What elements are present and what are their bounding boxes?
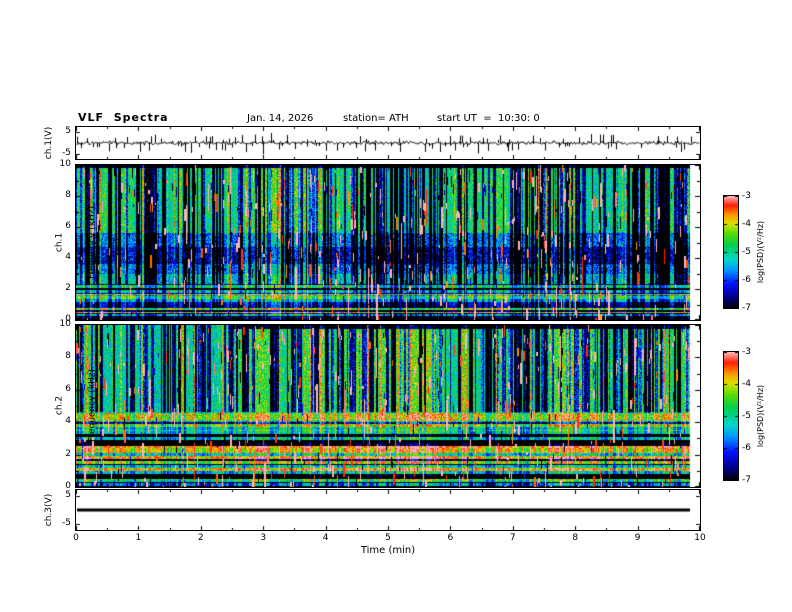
- colorbar-ch2-canvas: [723, 351, 739, 481]
- ch3-waveform-canvas: [75, 489, 701, 531]
- x-tick-label: 3: [260, 533, 267, 543]
- y-tick-label: 2: [65, 448, 71, 459]
- x-tick-label: 8: [572, 533, 579, 543]
- ch2-frequency-axis-label-line2: Frequency (kHz): [87, 368, 98, 443]
- ch2-frequency-axis-label-line1: ch.2: [54, 395, 65, 416]
- y-tick-label: 10: [59, 159, 71, 169]
- y-tick-label: 5: [65, 489, 71, 500]
- time-axis-label: Time (min): [360, 545, 416, 556]
- colorbar-tick-label: -3: [742, 191, 751, 201]
- x-tick-label: 4: [322, 533, 329, 543]
- colorbar-tick-label: -5: [742, 411, 751, 421]
- colorbar-tick-label: -4: [742, 219, 751, 229]
- y-tick-label: 0: [65, 314, 71, 324]
- figure-title: VLF Spectra: [78, 111, 169, 124]
- colorbar-ch1-canvas: [723, 195, 739, 309]
- y-tick-label: 10: [59, 319, 71, 329]
- ch2-spectrogram-canvas: [75, 324, 701, 488]
- y-tick-label: 8: [65, 190, 71, 200]
- header-date: Jan. 14, 2026: [247, 113, 314, 124]
- colorbar-tick-label: -3: [742, 347, 751, 357]
- y-tick-label: 4: [65, 416, 71, 427]
- y-tick-label: 6: [65, 383, 71, 394]
- ch1-frequency-axis-label: ch.1 Frequency (kHz): [33, 188, 98, 298]
- header-station: station= ATH: [343, 113, 409, 124]
- x-tick-label: 0: [73, 533, 79, 543]
- x-tick-label: 2: [197, 533, 204, 543]
- colorbar-tick-label: -6: [742, 275, 751, 285]
- x-tick-label: 7: [509, 533, 516, 543]
- y-tick-label: -5: [62, 518, 71, 529]
- header-start-ut: start UT = 10:30: 0: [437, 113, 540, 124]
- y-tick-label: 5: [65, 125, 71, 136]
- x-tick-label: 10: [694, 533, 706, 543]
- colorbar-tick-label: -7: [742, 475, 751, 485]
- ch1-waveform-canvas: [75, 126, 701, 160]
- y-tick-label: 0: [65, 481, 71, 491]
- colorbar-tick-label: -5: [742, 247, 751, 257]
- colorbar-tick-label: -6: [742, 443, 751, 453]
- y-tick-label: -5: [62, 148, 71, 159]
- ch1-frequency-axis-label-line2: Frequency (kHz): [87, 205, 98, 280]
- y-tick-label: 6: [65, 221, 71, 231]
- ch2-frequency-axis-label: ch.2 Frequency (kHz): [33, 351, 98, 461]
- ch1-frequency-axis-label-line1: ch.1: [54, 232, 65, 253]
- x-tick-label: 9: [634, 533, 641, 543]
- y-tick-label: 4: [65, 252, 71, 262]
- x-tick-label: 5: [385, 533, 391, 543]
- x-tick-label: 1: [135, 533, 142, 543]
- colorbar-tick-label: -7: [742, 303, 751, 313]
- ch1-spectrogram-canvas: [75, 164, 701, 321]
- colorbar-tick-label: -4: [742, 379, 751, 389]
- y-tick-label: 2: [65, 283, 71, 293]
- y-tick-label: 8: [65, 351, 71, 362]
- x-tick-label: 6: [447, 533, 454, 543]
